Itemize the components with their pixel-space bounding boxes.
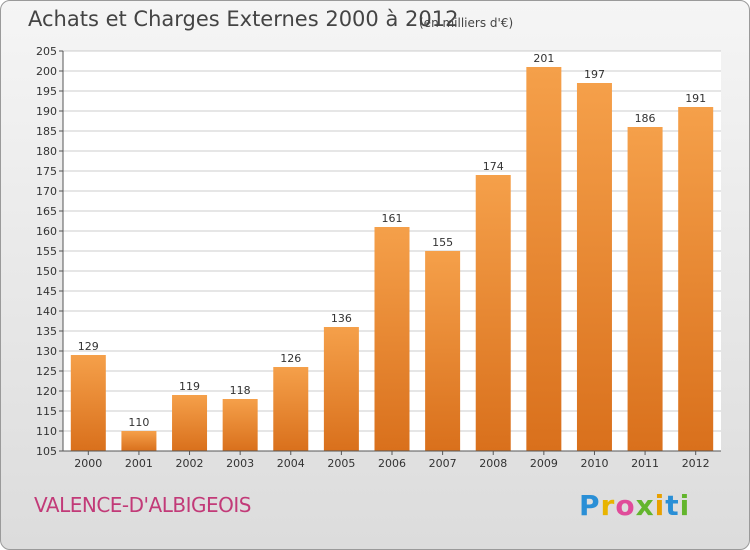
x-tick-label: 2010 xyxy=(580,457,608,470)
x-tick-label: 2012 xyxy=(682,457,710,470)
bar xyxy=(627,127,663,451)
y-tick-label: 105 xyxy=(36,445,57,458)
value-label: 118 xyxy=(230,384,251,397)
bar xyxy=(374,227,410,451)
logo-letter: r xyxy=(600,489,616,522)
y-tick-label: 165 xyxy=(36,205,57,218)
y-tick-label: 200 xyxy=(36,65,57,78)
bar xyxy=(172,395,208,451)
y-tick-label: 115 xyxy=(36,405,57,418)
y-tick-label: 195 xyxy=(36,85,57,98)
proxiti-logo: Proxiti xyxy=(579,489,690,522)
y-tick-label: 110 xyxy=(36,425,57,438)
y-tick-label: 125 xyxy=(36,365,57,378)
value-label: 129 xyxy=(78,340,99,353)
y-tick-label: 185 xyxy=(36,125,57,138)
y-tick-label: 150 xyxy=(36,265,57,278)
logo-letter: i xyxy=(654,489,666,522)
y-tick-label: 140 xyxy=(36,305,57,318)
y-tick-label: 135 xyxy=(36,325,57,338)
value-label: 126 xyxy=(280,352,301,365)
bar xyxy=(526,67,562,451)
chart-title: Achats et Charges Externes 2000 à 2012 xyxy=(28,7,459,31)
value-label: 197 xyxy=(584,68,605,81)
bar xyxy=(273,367,309,451)
y-tick-label: 155 xyxy=(36,245,57,258)
bar xyxy=(70,355,106,451)
y-tick-label: 160 xyxy=(36,225,57,238)
x-tick-label: 2006 xyxy=(378,457,406,470)
y-tick-label: 145 xyxy=(36,285,57,298)
value-label: 174 xyxy=(483,160,504,173)
y-tick-label: 130 xyxy=(36,345,57,358)
value-label: 155 xyxy=(432,236,453,249)
value-label: 201 xyxy=(533,52,554,65)
logo-letter: t xyxy=(665,489,680,522)
value-label: 110 xyxy=(128,416,149,429)
bar xyxy=(425,251,461,451)
logo-letter: P xyxy=(579,489,601,522)
x-tick-label: 2007 xyxy=(429,457,457,470)
logo-letter: o xyxy=(615,489,636,522)
commune-name: VALENCE-D'ALBIGEOIS xyxy=(34,493,251,517)
x-tick-label: 2003 xyxy=(226,457,254,470)
x-tick-label: 2009 xyxy=(530,457,558,470)
x-tick-label: 2005 xyxy=(327,457,355,470)
y-tick-label: 205 xyxy=(36,45,57,58)
value-label: 119 xyxy=(179,380,200,393)
x-tick-label: 2002 xyxy=(176,457,204,470)
logo-letter: i xyxy=(679,489,691,522)
bar xyxy=(576,83,612,451)
x-tick-label: 2000 xyxy=(74,457,102,470)
value-label: 136 xyxy=(331,312,352,325)
x-tick-label: 2004 xyxy=(277,457,305,470)
x-tick-label: 2001 xyxy=(125,457,153,470)
y-tick-label: 175 xyxy=(36,165,57,178)
bar xyxy=(678,107,714,451)
bar xyxy=(475,175,511,451)
y-tick-label: 190 xyxy=(36,105,57,118)
bar xyxy=(121,431,157,451)
logo-letter: x xyxy=(635,489,655,522)
y-tick-label: 170 xyxy=(36,185,57,198)
x-tick-label: 2011 xyxy=(631,457,659,470)
bar xyxy=(323,327,359,451)
value-label: 186 xyxy=(635,112,656,125)
x-tick-label: 2008 xyxy=(479,457,507,470)
y-tick-label: 180 xyxy=(36,145,57,158)
chart-unit: (en milliers d'€) xyxy=(419,16,514,30)
bar xyxy=(222,399,258,451)
value-label: 191 xyxy=(685,92,706,105)
y-tick-label: 120 xyxy=(36,385,57,398)
value-label: 161 xyxy=(382,212,403,225)
